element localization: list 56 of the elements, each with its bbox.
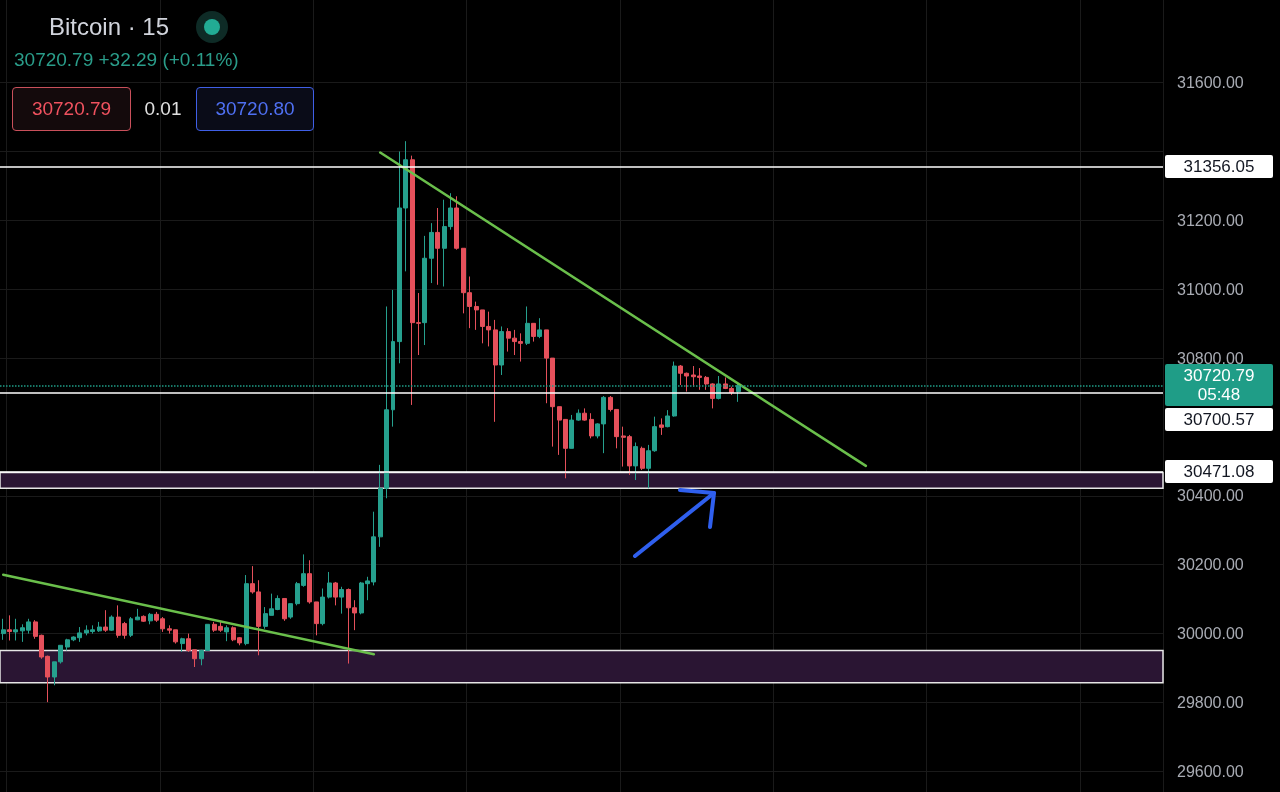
y-tick-label: 30200.00 xyxy=(1177,556,1244,574)
ref-line-label: 30720.79 05:48 xyxy=(1165,364,1273,407)
ref-line-label: 30700.57 xyxy=(1165,408,1273,432)
candlestick xyxy=(244,574,249,646)
candlestick xyxy=(429,222,434,284)
y-tick-label: 29600.00 xyxy=(1177,762,1244,780)
annotation: 30720.79 xyxy=(12,87,131,131)
candlestick xyxy=(282,597,287,622)
y-tick-label: 30800.00 xyxy=(1177,349,1244,367)
y-tick-label: 29800.00 xyxy=(1177,693,1244,711)
candlestick xyxy=(314,601,319,636)
candlestick xyxy=(454,195,459,251)
candlestick xyxy=(582,407,587,422)
candlestick xyxy=(1,618,6,641)
candlestick xyxy=(633,441,638,481)
text: Bitcoin · 15 xyxy=(49,13,170,41)
candlestick xyxy=(288,603,293,620)
candlestick xyxy=(148,612,153,625)
candlestick xyxy=(7,614,12,641)
candlestick xyxy=(499,325,504,376)
text: 30720.79 +32.29 (+0.11%) xyxy=(14,49,239,71)
annotation: 30720.80 xyxy=(196,87,314,131)
candlestick xyxy=(109,614,114,632)
annotation: 0.01 xyxy=(143,97,183,121)
candlestick xyxy=(180,637,185,653)
candlestick xyxy=(103,609,108,633)
candlestick xyxy=(339,586,344,615)
candlestick xyxy=(320,587,325,626)
candlestick xyxy=(576,408,581,422)
candlestick xyxy=(569,414,574,449)
y-tick-label: 31200.00 xyxy=(1177,211,1244,229)
candlestick xyxy=(135,608,140,621)
candlestick xyxy=(531,322,536,343)
candlestick xyxy=(333,581,338,606)
candlestick xyxy=(665,409,670,428)
candlestick xyxy=(13,618,18,641)
candlestick xyxy=(525,305,530,346)
candlestick xyxy=(435,207,440,286)
candlestick xyxy=(97,621,102,633)
candlestick xyxy=(589,412,594,439)
y-tick-label: 31000.00 xyxy=(1177,280,1244,298)
candlestick xyxy=(659,417,664,436)
candlestick xyxy=(141,614,146,623)
y-tick-label: 31600.00 xyxy=(1177,74,1244,92)
candlestick xyxy=(493,319,498,423)
candlestick xyxy=(640,446,645,471)
candlestick xyxy=(129,616,133,638)
ref-line-label: 31356.05 xyxy=(1165,155,1273,179)
candlestick xyxy=(224,624,229,642)
y-tick-label: 30400.00 xyxy=(1177,487,1244,505)
ref-line-label: 30471.08 xyxy=(1165,459,1273,483)
y-tick-label: 30000.00 xyxy=(1177,625,1244,643)
candlestick xyxy=(327,571,332,599)
candlestick xyxy=(307,559,312,605)
candlestick xyxy=(422,235,427,346)
candlestick xyxy=(537,317,542,339)
